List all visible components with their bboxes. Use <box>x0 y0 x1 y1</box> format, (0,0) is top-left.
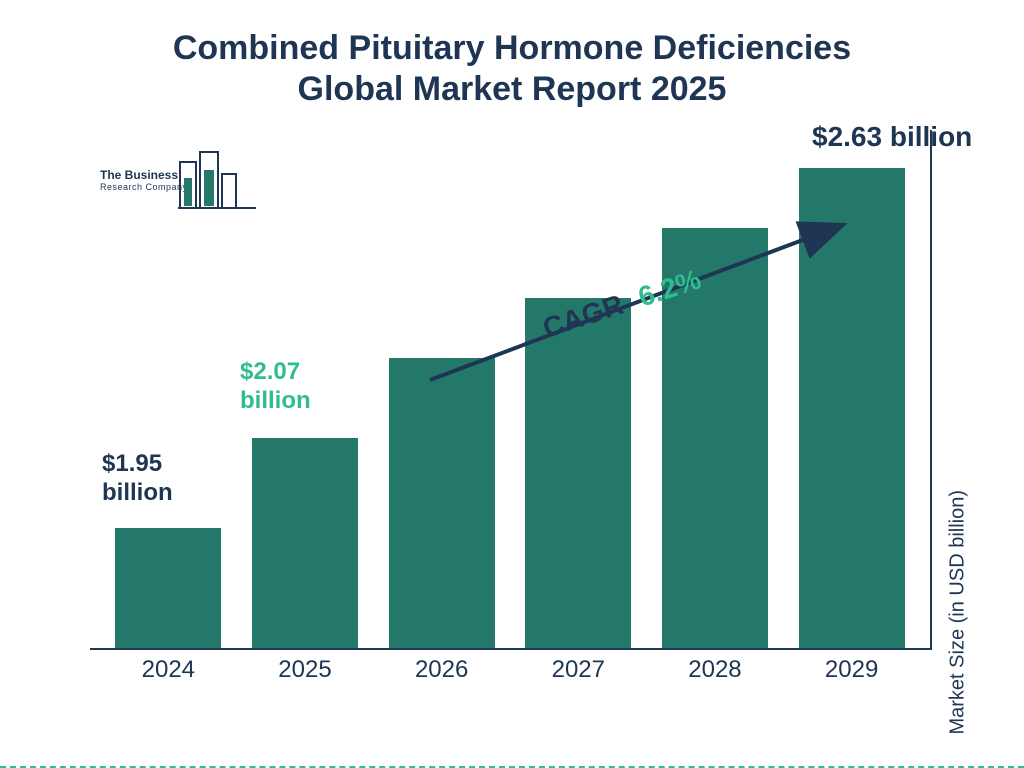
value-label-2025: $2.07 billion <box>240 358 311 416</box>
bar-col <box>382 358 502 648</box>
bar-2026 <box>389 358 495 648</box>
x-label: 2027 <box>518 650 638 690</box>
x-label: 2025 <box>245 650 365 690</box>
x-labels: 2024 2025 2026 2027 2028 2029 <box>90 650 930 690</box>
title-line-2: Global Market Report 2025 <box>298 70 727 108</box>
value-label-2024: $1.95 billion <box>102 450 173 508</box>
y-axis-label: Market Size (in USD billion) <box>947 490 970 735</box>
cagr-annotation: CAGR 6.2% <box>420 210 860 390</box>
title-line-1: Combined Pituitary Hormone Deficiencies <box>173 29 851 67</box>
x-label: 2028 <box>655 650 775 690</box>
bar-2025 <box>252 438 358 648</box>
bar-col <box>245 438 365 648</box>
x-label: 2024 <box>108 650 228 690</box>
bar-chart: Market Size (in USD billion) 2024 2025 2… <box>90 130 930 690</box>
value-label-line1: $1.95 <box>102 450 162 477</box>
value-label-2029: $2.63 billion <box>812 120 972 154</box>
value-label-line1: $2.07 <box>240 358 300 385</box>
bar-2024 <box>115 528 221 648</box>
x-label: 2026 <box>382 650 502 690</box>
value-label-line2: billion <box>240 387 311 414</box>
value-label-line2: billion <box>102 479 173 506</box>
report-graphic: Combined Pituitary Hormone Deficiencies … <box>0 0 1024 768</box>
chart-title: Combined Pituitary Hormone Deficiencies … <box>0 28 1024 110</box>
y-axis-line <box>930 130 932 650</box>
value-label-line1: $2.63 billion <box>812 121 972 152</box>
bar-col <box>108 528 228 648</box>
x-label: 2029 <box>792 650 912 690</box>
